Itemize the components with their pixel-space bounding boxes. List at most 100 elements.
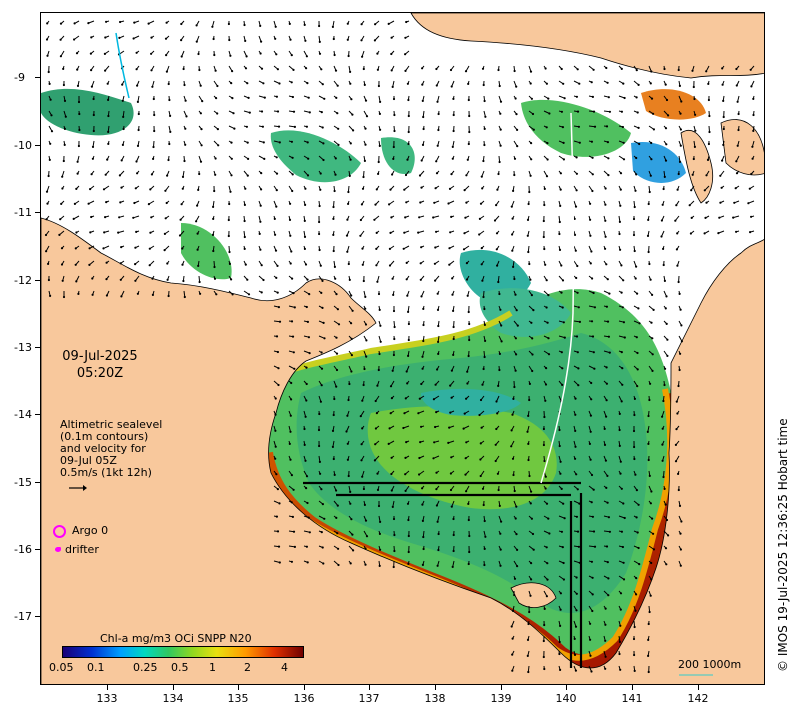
velocity-arrow-head (121, 99, 124, 102)
velocity-arrow-head (481, 383, 484, 386)
velocity-arrow-head (650, 321, 653, 324)
velocity-arrow-head (334, 157, 337, 160)
velocity-arrow-head (289, 458, 292, 461)
velocity-arrow-head (562, 502, 565, 505)
velocity-arrow-head (319, 172, 322, 175)
velocity-arrow-head (546, 562, 549, 565)
velocity-arrow-head (164, 37, 168, 40)
velocity-arrow-head (165, 70, 168, 73)
velocity-arrow-head (288, 442, 291, 445)
velocity-arrow-head (464, 457, 467, 460)
velocity-arrow-head (63, 99, 67, 102)
velocity-arrow-head (635, 577, 638, 580)
velocity-arrow-head (375, 412, 378, 415)
velocity-arrow-head (633, 625, 636, 629)
velocity-arrow-head (422, 127, 425, 131)
velocity-arrow-head (319, 472, 322, 475)
velocity-arrow-head (348, 278, 351, 281)
velocity-arrow-head (635, 489, 639, 492)
velocity-arrow-head (751, 145, 754, 148)
velocity-arrow-head (708, 114, 711, 118)
velocity-arrow-head (748, 187, 751, 190)
lat-tick (35, 212, 40, 213)
velocity-arrow-head (752, 129, 755, 132)
velocity-arrow-head (620, 264, 623, 267)
velocity-arrow-head (500, 520, 503, 523)
velocity-arrow-head (105, 20, 108, 23)
velocity-arrow-head (515, 85, 518, 88)
velocity-arrow-head (691, 69, 694, 72)
velocity-arrow-head (390, 69, 393, 72)
velocity-arrow-head (364, 563, 367, 566)
velocity-arrow-head (436, 308, 440, 311)
velocity-arrow-head (679, 564, 682, 567)
velocity-arrow-head (604, 607, 607, 610)
velocity-arrow-head (133, 201, 136, 205)
velocity-arrow-head (184, 99, 187, 102)
velocity-arrow-head (404, 53, 407, 56)
velocity-arrow-head (604, 235, 607, 238)
velocity-arrow-head (662, 263, 665, 267)
velocity-arrow-head (637, 83, 640, 86)
velocity-arrow-head (590, 398, 593, 401)
credit-text: © IMOS 19-Jul-2025 12:36:25 Hobart time (776, 418, 790, 672)
velocity-arrow-head (435, 160, 438, 163)
velocity-arrow-head (576, 291, 579, 294)
velocity-arrow-head (349, 158, 352, 161)
velocity-arrow-head (663, 67, 666, 71)
map-area[interactable] (40, 12, 765, 685)
velocity-arrow-head (350, 294, 353, 297)
velocity-arrow-head (359, 218, 362, 222)
velocity-arrow-head (163, 249, 166, 252)
velocity-arrow-head (545, 279, 548, 282)
velocity-arrow-head (303, 427, 306, 431)
velocity-arrow-head (215, 97, 218, 100)
velocity-arrow-head (512, 189, 515, 192)
velocity-arrow-head (49, 294, 52, 297)
velocity-arrow-head (119, 278, 122, 281)
velocity-arrow-head (288, 218, 292, 221)
velocity-arrow-head (318, 220, 321, 224)
velocity-arrow-head (633, 653, 636, 657)
velocity-arrow-head (244, 39, 247, 42)
velocity-arrow-head (393, 113, 396, 117)
velocity-arrow-head (290, 501, 293, 504)
velocity-arrow-head (407, 562, 410, 566)
velocity-arrow-head (117, 231, 120, 234)
velocity-arrow-head (150, 36, 153, 39)
velocity-arrow-head (422, 547, 425, 551)
velocity-arrow-head (317, 428, 321, 432)
velocity-arrow-head (405, 278, 408, 281)
velocity-arrow-head (305, 399, 308, 402)
velocity-arrow-head (680, 100, 683, 103)
velocity-arrow-head (321, 126, 324, 129)
velocity-arrow-head (677, 472, 680, 475)
velocity-arrow-head (334, 69, 338, 72)
velocity-arrow-head (664, 83, 667, 86)
velocity-arrow-head (649, 382, 652, 385)
velocity-arrow-head (606, 81, 609, 84)
velocity-arrow-head (351, 113, 354, 116)
colorbar-label: 0.05 (49, 661, 74, 674)
velocity-arrow-head (76, 160, 79, 163)
velocity-arrow-head (263, 96, 266, 99)
velocity-arrow-head (213, 277, 217, 280)
velocity-arrow-head (361, 247, 364, 250)
velocity-arrow-head (199, 112, 202, 115)
velocity-arrow-head (647, 654, 650, 658)
velocity-arrow-head (290, 250, 293, 253)
velocity-arrow-head (560, 291, 563, 294)
velocity-arrow-head (496, 188, 499, 191)
velocity-arrow-head (560, 487, 563, 490)
velocity-arrow-head (135, 51, 138, 54)
velocity-arrow-head (451, 277, 454, 280)
velocity-arrow-head (214, 69, 217, 72)
velocity-arrow-head (118, 216, 121, 219)
velocity-arrow-head (360, 23, 363, 26)
velocity-arrow-head (274, 37, 277, 40)
velocity-arrow-head (323, 517, 326, 520)
velocity-arrow-head (499, 144, 502, 147)
velocity-arrow-head (323, 97, 326, 100)
velocity-arrow-head (333, 473, 336, 476)
lon-label: 137 (358, 692, 380, 705)
